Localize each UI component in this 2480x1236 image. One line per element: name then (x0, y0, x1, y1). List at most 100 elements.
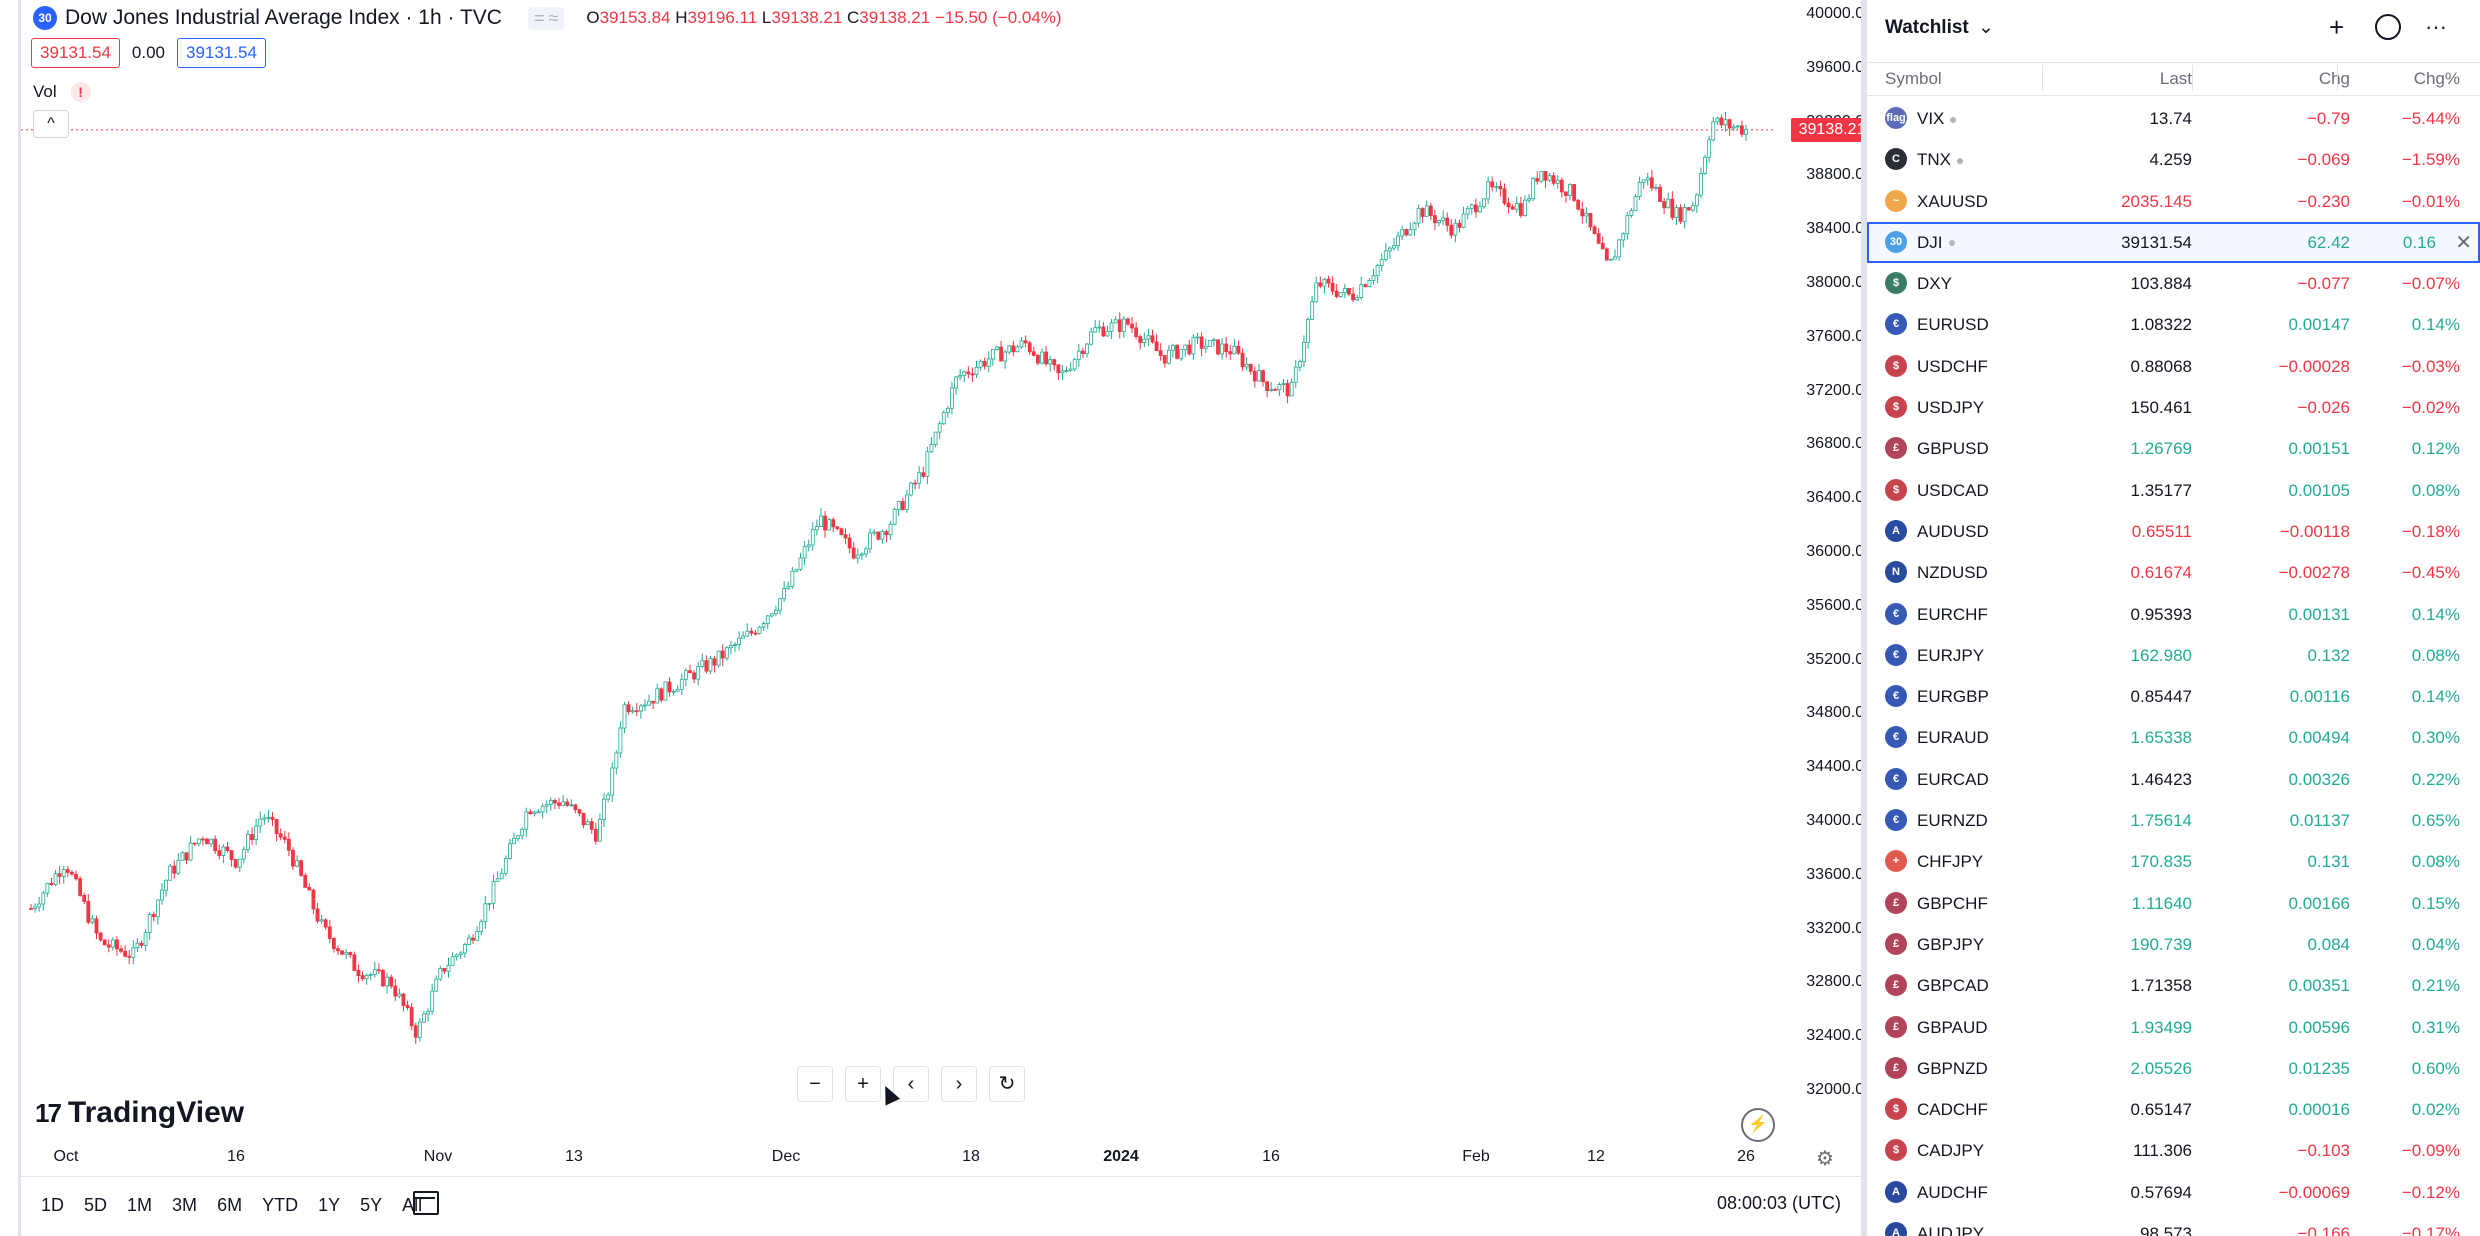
watchlist-row-cadjpy[interactable]: $ CADJPY 111.306 −0.103 −0.09% (1867, 1130, 2480, 1171)
legend-toggles[interactable]: = ≈ (527, 6, 565, 30)
watchlist-row-euraud[interactable]: € EURAUD 1.65338 0.00494 0.30% (1867, 717, 2480, 758)
range-5d[interactable]: 5D (84, 1195, 108, 1215)
column-symbol[interactable]: Symbol (1885, 69, 1942, 88)
watchlist-row-gbpusd[interactable]: £ GBPUSD 1.26769 0.00151 0.12% (1867, 428, 2480, 469)
candle-body (1428, 205, 1433, 217)
range-6m[interactable]: 6M (217, 1195, 243, 1215)
symbol-logo-icon: £ (1885, 437, 1907, 460)
buy-price-button[interactable]: 39131.54 (177, 38, 266, 68)
chart-pane[interactable]: 30 Dow Jones Industrial Average Index · … (21, 0, 1873, 1176)
tradingview-logo[interactable]: 17 TradingView (35, 1096, 244, 1130)
candle-body (950, 387, 954, 409)
price-change: 0.00494 (2288, 728, 2350, 748)
wave-icon[interactable]: ≈ (548, 7, 559, 28)
price-tick-label: 33600.00 (1806, 865, 1873, 883)
watchlist-row-gbpaud[interactable]: £ GBPAUD 1.93499 0.00596 0.31% (1867, 1007, 2480, 1048)
range-1d[interactable]: 1D (41, 1195, 65, 1215)
watchlist-row-audusd[interactable]: A AUDUSD 0.65511 −0.00118 −0.18% (1867, 511, 2480, 552)
watchlist-row-tnx[interactable]: C TNX 4.259 −0.069 −1.59% (1867, 139, 2480, 180)
candle-body (1523, 199, 1527, 216)
percent-change: 0.65% (2411, 811, 2460, 831)
symbol-title[interactable]: Dow Jones Industrial Average Index · 1h … (65, 6, 502, 29)
watchlist-row-gbpnzd[interactable]: £ GBPNZD 2.05526 0.01235 0.60% (1867, 1048, 2480, 1089)
last-price: 1.08322 (2130, 315, 2192, 335)
column-chg-percent[interactable]: Chg% (2413, 69, 2460, 88)
candle-body (1543, 170, 1548, 181)
watchlist-row-eurchf[interactable]: € EURCHF 0.95393 0.00131 0.14% (1867, 594, 2480, 635)
candle-body (909, 482, 913, 496)
watchlist-row-gbpchf[interactable]: £ GBPCHF 1.11640 0.00166 0.15% (1867, 883, 2480, 924)
watchlist-row-eurgbp[interactable]: € EURGBP 0.85447 0.00116 0.14% (1867, 676, 2480, 717)
candle-body (57, 873, 62, 877)
candle-body (1035, 354, 1040, 364)
zoom-out-button[interactable]: − (797, 1066, 833, 1102)
watchlist-row-vix[interactable]: flag VIX 13.74 −0.79 −5.44% (1867, 98, 2480, 139)
close-value: 39138.21 (859, 8, 931, 27)
chart-settings-gear-icon[interactable]: ⚙ (1816, 1148, 1834, 1170)
watchlist-row-eurjpy[interactable]: € EURJPY 162.980 0.132 0.08% (1867, 635, 2480, 676)
symbol-logo-icon: € (1885, 809, 1907, 832)
candle-body (1527, 198, 1531, 201)
more-options-icon[interactable]: ··· (2425, 14, 2447, 39)
candle-body (1572, 184, 1576, 201)
candle-body (291, 849, 295, 867)
column-last[interactable]: Last (2159, 69, 2192, 88)
price-change: −0.103 (2297, 1141, 2350, 1161)
candle-body (262, 817, 267, 820)
equals-icon[interactable]: = (533, 7, 545, 28)
candle-body (577, 809, 582, 814)
open-value: 39153.84 (599, 8, 671, 27)
lightning-icon[interactable]: ⚡ (1741, 1108, 1775, 1142)
warning-icon[interactable]: ! (70, 82, 91, 102)
volume-indicator[interactable]: Vol ! (33, 82, 91, 102)
symbol-text: AUDUSD (1917, 521, 1989, 541)
range-5y[interactable]: 5Y (360, 1195, 383, 1215)
candle-body (1162, 355, 1167, 364)
watchlist-row-gbpjpy[interactable]: £ GBPJPY 190.739 0.084 0.04% (1867, 924, 2480, 965)
range-1y[interactable]: 1Y (318, 1195, 341, 1215)
watchlist-row-gbpcad[interactable]: £ GBPCAD 1.71358 0.00351 0.21% (1867, 965, 2480, 1006)
panel-divider[interactable] (1861, 0, 1867, 1236)
add-symbol-icon[interactable]: + (2329, 12, 2345, 42)
range-ytd[interactable]: YTD (262, 1195, 299, 1215)
trade-price-boxes: 39131.54 0.00 39131.54 (31, 38, 266, 68)
watchlist-row-audjpy[interactable]: A AUDJPY 98.573 −0.166 −0.17% (1867, 1213, 2480, 1236)
candle-body (225, 846, 230, 851)
scroll-right-button[interactable]: › (941, 1066, 977, 1102)
price-chart[interactable] (21, 0, 1861, 1150)
zoom-in-button[interactable]: + (845, 1066, 881, 1102)
sell-price-button[interactable]: 39131.54 (31, 38, 120, 68)
time-axis[interactable]: Oct 16 Nov 13 Dec 18 2024 16 Feb 12 26 (21, 1148, 1861, 1172)
candle-body (1379, 259, 1384, 266)
watchlist-row-eurnzd[interactable]: € EURNZD 1.75614 0.01137 0.65% (1867, 800, 2480, 841)
price-axis[interactable]: 40000.0039600.0039200.0038800.0038400.00… (1776, 0, 1881, 1150)
scroll-left-button[interactable]: ‹ (893, 1066, 929, 1102)
watchlist-row-audchf[interactable]: A AUDCHF 0.57694 −0.00069 −0.12% (1867, 1172, 2480, 1213)
calendar-icon[interactable] (413, 1191, 439, 1215)
watchlist-row-eurcad[interactable]: € EURCAD 1.46423 0.00326 0.22% (1867, 759, 2480, 800)
candle-body (65, 869, 70, 873)
watchlist-row-usdjpy[interactable]: $ USDJPY 150.461 −0.026 −0.02% (1867, 387, 2480, 428)
candle-body (593, 829, 598, 842)
watchlist-row-chfjpy[interactable]: + CHFJPY 170.835 0.131 0.08% (1867, 841, 2480, 882)
candle-body (1600, 242, 1605, 250)
remove-symbol-icon[interactable]: ✕ (2455, 231, 2472, 254)
watchlist-row-usdcad[interactable]: $ USDCAD 1.35177 0.00105 0.08% (1867, 470, 2480, 511)
candle-body (876, 531, 881, 540)
utc-clock[interactable]: 08:00:03 (UTC) (1716, 1193, 1841, 1213)
range-3m[interactable]: 3M (172, 1195, 198, 1215)
watchlist-row-eurusd[interactable]: € EURUSD 1.08322 0.00147 0.14% (1867, 304, 2480, 345)
watchlist-row-xauusd[interactable]: ~ XAUUSD 2035.145 −0.230 −0.01% (1867, 181, 2480, 222)
column-chg[interactable]: Chg (2318, 69, 2350, 88)
reset-chart-button[interactable]: ↻ (989, 1066, 1025, 1102)
range-1m[interactable]: 1M (127, 1195, 153, 1215)
collapse-legend-button[interactable]: ^ (33, 110, 69, 138)
watchlist-row-nzdusd[interactable]: N NZDUSD 0.61674 −0.00278 −0.45% (1867, 552, 2480, 593)
range-all[interactable]: All (402, 1195, 423, 1215)
watchlist-row-dxy[interactable]: $ DXY 103.884 −0.077 −0.07% (1867, 263, 2480, 304)
watchlist-row-usdchf[interactable]: $ USDCHF 0.88068 −0.00028 −0.03% (1867, 346, 2480, 387)
watchlist-row-dji[interactable]: 30 DJI 39131.54 62.42 0.16 ✕ (1867, 221, 2480, 264)
watchlist-row-cadchf[interactable]: $ CADCHF 0.65147 0.00016 0.02% (1867, 1089, 2480, 1130)
advanced-view-icon[interactable] (2375, 14, 2401, 40)
watchlist-title[interactable]: Watchlist ⌄ (1885, 16, 1994, 39)
